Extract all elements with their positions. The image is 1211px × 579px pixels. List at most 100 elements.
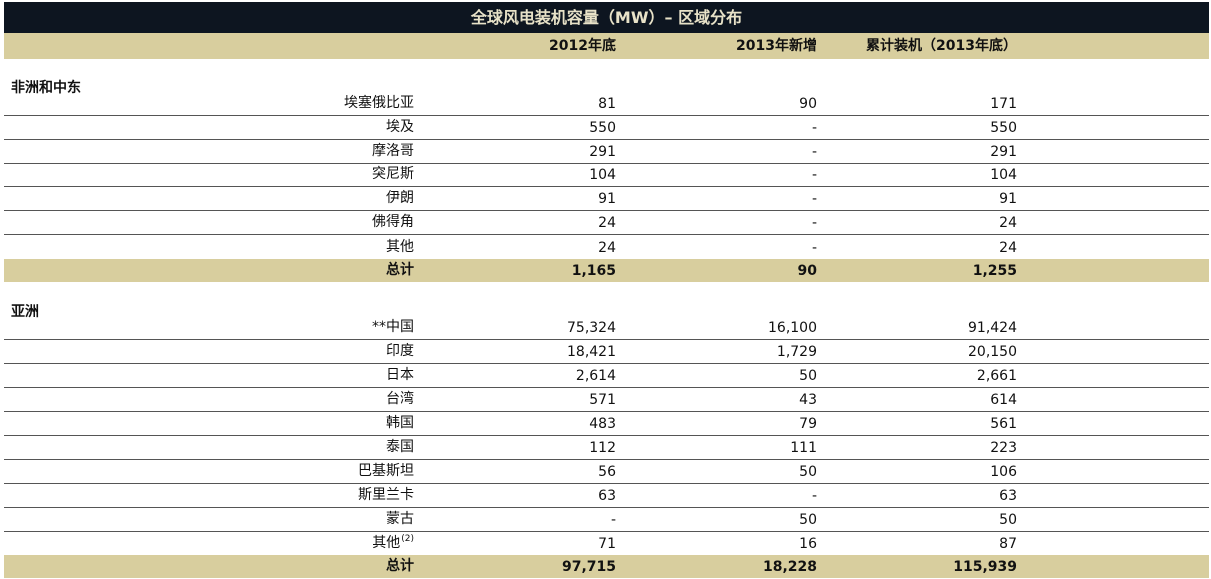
row-value-2013-new: 16,100	[768, 320, 817, 336]
row-value-cumulative: 91	[999, 191, 1017, 207]
table-title: 全球风电装机容量（MW）– 区域分布	[4, 2, 1209, 33]
row-name: 印度	[386, 343, 414, 359]
total-value-2013-new: 90	[797, 263, 817, 279]
row-value-2012: 18,421	[567, 344, 616, 360]
table-row: 伊朗 91 - 91	[4, 187, 1209, 211]
row-value-cumulative: 63	[999, 488, 1017, 504]
row-name: **中国	[372, 319, 414, 335]
row-value-2013-new: -	[811, 215, 817, 231]
row-value-2012: 71	[598, 536, 616, 552]
row-value-cumulative: 104	[990, 167, 1017, 183]
table-row: 斯里兰卡 63 - 63	[4, 484, 1209, 508]
row-value-2013-new: 16	[799, 536, 817, 552]
row-value-cumulative: 223	[990, 440, 1017, 456]
row-value-cumulative: 24	[999, 215, 1017, 231]
footnote-marker: (2)	[401, 534, 414, 545]
row-value-cumulative: 106	[990, 464, 1017, 480]
row-name: 突尼斯	[372, 166, 414, 182]
row-value-cumulative: 614	[990, 392, 1017, 408]
row-value-cumulative: 291	[990, 144, 1017, 160]
total-value-cumulative: 115,939	[953, 559, 1017, 575]
column-header-2012: 2012年底	[549, 38, 616, 54]
row-value-cumulative: 50	[999, 512, 1017, 528]
row-value-2013-new: 1,729	[776, 344, 817, 360]
table-row: 摩洛哥 291 - 291	[4, 140, 1209, 164]
row-name: 蒙古	[386, 511, 414, 527]
section-title-asia: 亚洲	[11, 304, 39, 320]
row-value-2012: 91	[598, 191, 616, 207]
table-row: 印度 18,421 1,729 20,150	[4, 340, 1209, 364]
row-value-2013-new: -	[811, 144, 817, 160]
total-value-2013-new: 18,228	[762, 559, 817, 575]
row-name: 斯里兰卡	[358, 487, 414, 503]
table-row: 韩国 483 79 561	[4, 412, 1209, 436]
row-value-cumulative: 91,424	[968, 320, 1017, 336]
row-value-2013-new: 43	[799, 392, 817, 408]
row-value-cumulative: 20,150	[968, 344, 1017, 360]
row-value-2012: 24	[598, 240, 616, 256]
table-row: 埃塞俄比亚 81 90 171	[4, 92, 1209, 116]
row-value-cumulative: 171	[990, 96, 1017, 112]
row-value-2012: 291	[589, 144, 616, 160]
row-value-2013-new: -	[811, 240, 817, 256]
row-name: 其他(2)	[372, 532, 414, 552]
row-name-text: 其他	[372, 535, 401, 551]
row-value-2013-new: -	[811, 191, 817, 207]
row-value-cumulative: 561	[990, 416, 1017, 432]
row-value-2012: 571	[589, 392, 616, 408]
table-row: 蒙古 - 50 50	[4, 508, 1209, 532]
section-title-africa-middle-east: 非洲和中东	[11, 80, 81, 96]
total-value-cumulative: 1,255	[972, 263, 1017, 279]
total-value-2012: 97,715	[561, 559, 616, 575]
row-value-2013-new: -	[811, 120, 817, 136]
table-row: 巴基斯坦 56 50 106	[4, 460, 1209, 484]
row-name: 佛得角	[372, 214, 414, 230]
row-value-2013-new: -	[811, 488, 817, 504]
total-row-asia: 总计 97,715 18,228 115,939	[4, 555, 1209, 578]
row-name: 埃塞俄比亚	[344, 95, 414, 111]
row-value-2013-new: 50	[799, 512, 817, 528]
table-row: 其他 24 - 24	[4, 235, 1209, 259]
column-header-cumulative: 累计装机（2013年底）	[866, 38, 1017, 54]
total-value-2012: 1,165	[571, 263, 616, 279]
table-row: 泰国 112 111 223	[4, 436, 1209, 460]
row-value-2013-new: -	[811, 167, 817, 183]
row-name: 巴基斯坦	[358, 463, 414, 479]
row-value-2013-new: 90	[799, 96, 817, 112]
column-header-bar: 2012年底 2013年新增 累计装机（2013年底）	[4, 33, 1209, 59]
row-value-2012: -	[610, 512, 616, 528]
row-value-2012: 112	[589, 440, 616, 456]
table-row: 日本 2,614 50 2,661	[4, 364, 1209, 388]
row-name: 摩洛哥	[372, 143, 414, 159]
table-row: 台湾 571 43 614	[4, 388, 1209, 412]
row-value-2012: 24	[598, 215, 616, 231]
row-name: 韩国	[386, 415, 414, 431]
row-value-cumulative: 550	[990, 120, 1017, 136]
row-name: 埃及	[386, 119, 414, 135]
row-value-cumulative: 87	[999, 536, 1017, 552]
row-value-2013-new: 79	[799, 416, 817, 432]
table-row: 突尼斯 104 - 104	[4, 164, 1209, 187]
row-name: 日本	[386, 367, 414, 383]
table-row: **中国 75,324 16,100 91,424	[4, 310, 1209, 340]
total-row-africa-middle-east: 总计 1,165 90 1,255	[4, 259, 1209, 282]
row-name: 台湾	[386, 391, 414, 407]
row-value-cumulative: 2,661	[976, 368, 1017, 384]
row-value-2013-new: 50	[799, 368, 817, 384]
row-value-2013-new: 111	[790, 440, 817, 456]
row-value-2012: 550	[589, 120, 616, 136]
row-value-2012: 2,614	[575, 368, 616, 384]
row-value-2012: 104	[589, 167, 616, 183]
row-name: 伊朗	[386, 190, 414, 206]
row-value-2013-new: 50	[799, 464, 817, 480]
row-value-2012: 56	[598, 464, 616, 480]
row-name: 泰国	[386, 439, 414, 455]
table-row: 佛得角 24 - 24	[4, 211, 1209, 235]
row-value-2012: 483	[589, 416, 616, 432]
table-row: 埃及 550 - 550	[4, 116, 1209, 140]
row-value-2012: 75,324	[567, 320, 616, 336]
row-value-2012: 81	[598, 96, 616, 112]
row-value-cumulative: 24	[999, 240, 1017, 256]
total-label: 总计	[386, 262, 414, 278]
